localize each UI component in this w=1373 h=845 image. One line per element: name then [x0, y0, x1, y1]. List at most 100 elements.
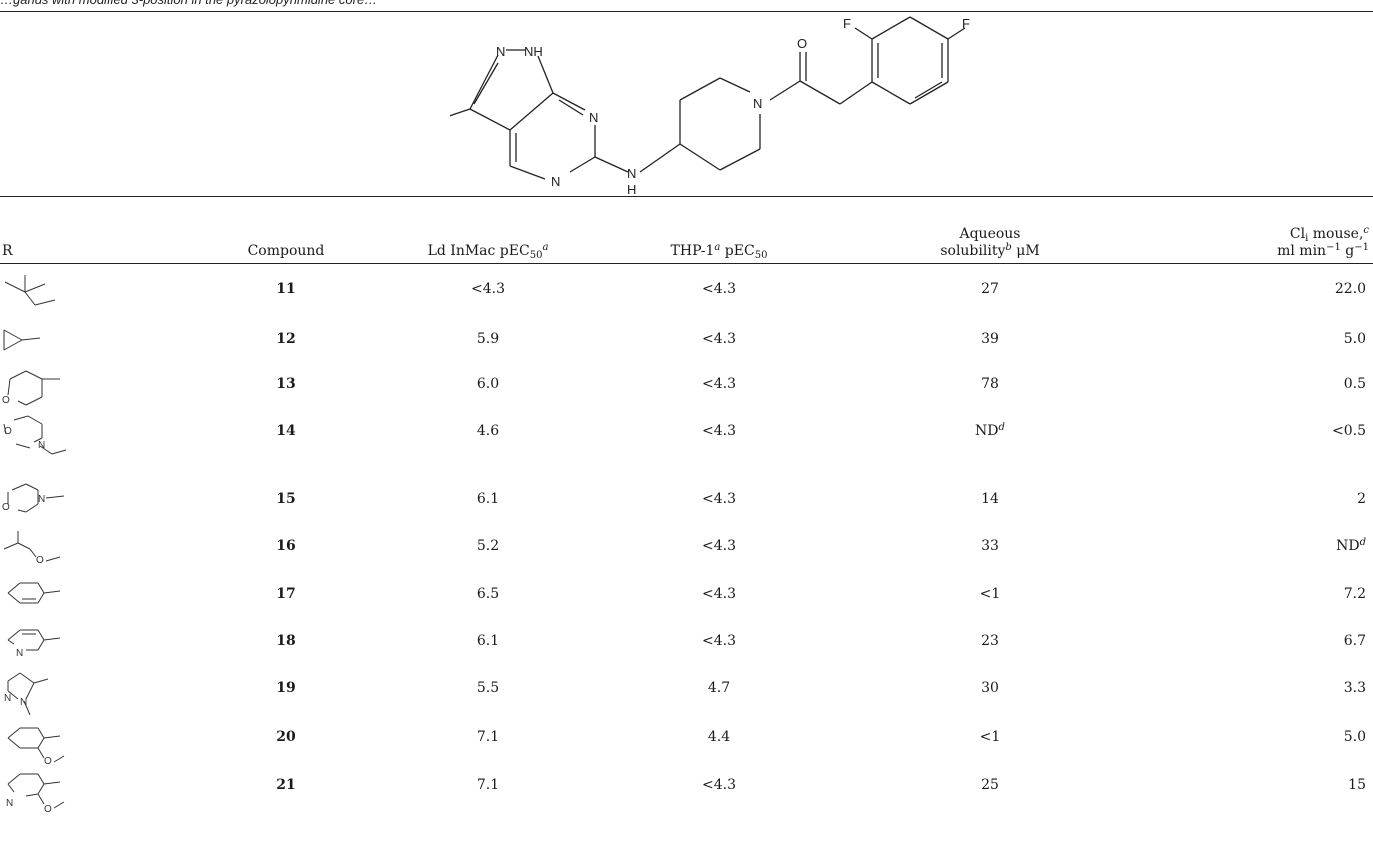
substituent-structure: [7, 582, 61, 604]
top-rule: [0, 11, 1373, 12]
atom-label: O: [44, 756, 52, 767]
thp1-value: 4.4: [707, 729, 731, 745]
clearance-value: 3.3: [1343, 680, 1366, 696]
atom-nh-label: NH: [524, 44, 543, 59]
atom-label: O: [4, 426, 12, 437]
header-solubility: Aqueous solubilityb μM: [940, 226, 1040, 259]
thp1-value: <4.3: [702, 376, 736, 392]
header-thp1: THP-1a pEC50: [670, 242, 768, 261]
ld-inmac-value: 5.9: [476, 331, 500, 347]
atom-f-label: F: [843, 16, 851, 31]
atom-label: N: [20, 697, 27, 708]
compound-number: 11: [276, 281, 296, 297]
compound-number: 17: [276, 586, 296, 602]
compound-number: 19: [276, 680, 296, 696]
ld-inmac-value: 5.2: [476, 538, 500, 554]
clearance-value: 22.0: [1334, 281, 1366, 297]
ld-inmac-value: 6.0: [476, 376, 500, 392]
compound-number: 21: [276, 777, 296, 793]
substituent-structure: O: [7, 727, 65, 767]
clearance-value: 5.0: [1343, 729, 1366, 745]
atom-f-label: F: [962, 16, 970, 31]
thp1-value: <4.3: [702, 633, 736, 649]
thp1-value: <4.3: [702, 777, 736, 793]
atom-n-label: N: [551, 174, 560, 189]
atom-label: N: [6, 798, 13, 809]
clearance-value: 5.0: [1343, 331, 1366, 347]
substituent-structure: ON: [3, 415, 67, 455]
clearance-value: 6.7: [1343, 633, 1366, 649]
solubility-value: 14: [981, 491, 999, 507]
solubility-value: 33: [981, 538, 999, 554]
atom-n-label: N: [753, 96, 762, 111]
clearance-value: 7.2: [1343, 586, 1366, 602]
header-r: R: [2, 243, 13, 259]
clearance-value: NDd: [1336, 537, 1366, 555]
scaffold-structure: R N NH N N N H N O F F: [450, 16, 970, 197]
table-row: O 16 5.2 <4.3 33 NDd: [0, 529, 1373, 581]
atom-h-label: H: [627, 182, 636, 197]
header-top-rule: [0, 196, 1373, 197]
solubility-value: 27: [981, 281, 999, 297]
thp1-value: <4.3: [702, 423, 736, 439]
atom-label: N: [4, 693, 11, 704]
substituent-structure: O: [2, 370, 60, 406]
atom-n-label: N: [496, 44, 505, 59]
ld-inmac-value: 7.1: [476, 777, 500, 793]
table-caption: …gands with modified 3-position in the p…: [0, 0, 1373, 8]
header-compound: Compound: [247, 243, 325, 259]
thp1-value: <4.3: [702, 331, 736, 347]
compound-number: 20: [276, 729, 296, 745]
solubility-value: <1: [979, 586, 1001, 602]
compound-number: 15: [276, 491, 296, 507]
clearance-value: 2: [1357, 491, 1366, 507]
solubility-value: 25: [981, 777, 999, 793]
compound-number: 16: [276, 538, 296, 554]
substituent-structure: ON: [2, 483, 65, 513]
thp1-value: <4.3: [702, 281, 736, 297]
ld-inmac-value: 6.1: [476, 491, 500, 507]
atom-label: N: [16, 648, 23, 659]
substituent-structure: [4, 275, 56, 306]
atom-n-label: N: [627, 166, 636, 181]
clearance-value: <0.5: [1332, 423, 1366, 439]
atom-n-label: N: [589, 110, 598, 125]
table-row: 11 <4.3 <4.3 27 22.0: [0, 272, 1373, 324]
solubility-value: 23: [981, 633, 999, 649]
thp1-value: <4.3: [702, 491, 736, 507]
table-row: 12 5.9 <4.3 39 5.0: [0, 322, 1373, 374]
ld-inmac-value: 6.5: [476, 586, 500, 602]
solubility-value: 78: [981, 376, 999, 392]
header-clearance: Cli mouse,c ml min−1 g−1: [1277, 225, 1369, 260]
atom-label: N: [38, 440, 45, 451]
table-header: R Compound Ld InMac pEC50a THP-1a pEC50 …: [0, 220, 1373, 261]
compound-number: 13: [276, 376, 296, 392]
atom-label: O: [44, 804, 52, 815]
solubility-value: NDd: [975, 422, 1005, 440]
substituent-structure: [3, 329, 41, 351]
atom-label: O: [2, 395, 10, 406]
atom-label: N: [38, 494, 45, 505]
clearance-value: 15: [1348, 777, 1366, 793]
substituent-structure: N: [7, 629, 61, 659]
atom-label: O: [36, 555, 44, 566]
ld-inmac-value: 4.6: [476, 423, 500, 439]
table-row: 17 6.5 <4.3 <1 7.2: [0, 577, 1373, 629]
solubility-value: <1: [979, 729, 1001, 745]
header-bottom-rule: [0, 263, 1373, 264]
table-row: N 18 6.1 <4.3 23 6.7: [0, 624, 1373, 676]
header-ld-inmac: Ld InMac pEC50a: [427, 242, 549, 261]
ld-inmac-value: 7.1: [476, 729, 500, 745]
compound-number: 12: [276, 331, 296, 347]
clearance-value: 0.5: [1343, 376, 1366, 392]
solubility-value: 39: [981, 331, 999, 347]
table-row: O 13 6.0 <4.3 78 0.5: [0, 367, 1373, 419]
thp1-value: 4.7: [707, 680, 731, 696]
thp1-value: <4.3: [702, 586, 736, 602]
substituent-structure: NO: [6, 773, 65, 815]
